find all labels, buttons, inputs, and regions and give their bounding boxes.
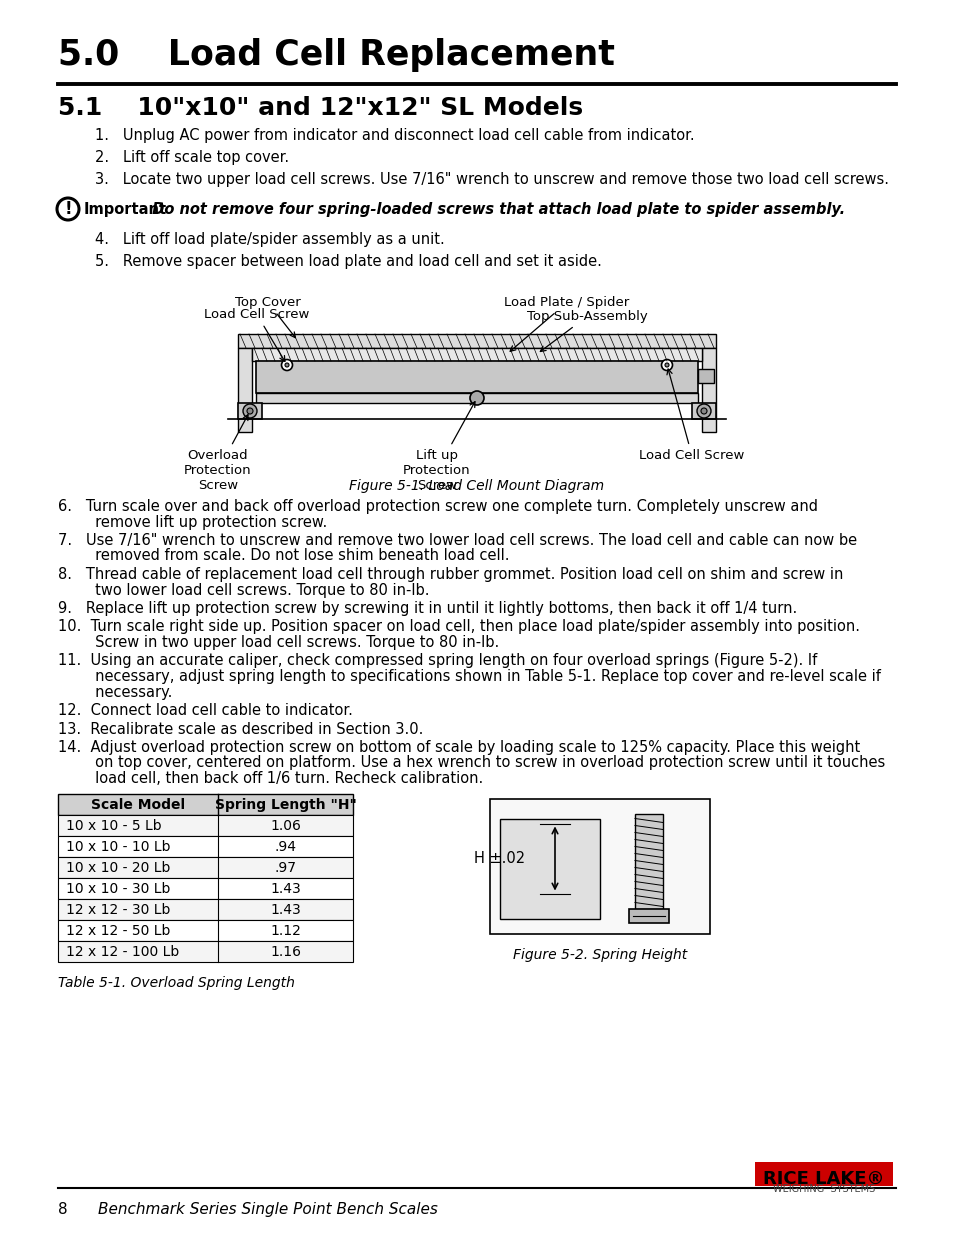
Text: Load Plate / Spider: Load Plate / Spider (504, 296, 629, 351)
Text: 1.16: 1.16 (270, 945, 301, 960)
Bar (701, 348, 716, 432)
Text: 1.   Unplug AC power from indicator and disconnect load cell cable from indicato: 1. Unplug AC power from indicator and di… (95, 128, 694, 143)
Text: Top Sub-Assembly: Top Sub-Assembly (526, 310, 647, 352)
Bar (58, 815, 353, 836)
Text: 14.  Adjust overload protection screw on bottom of scale by loading scale to 125: 14. Adjust overload protection screw on … (58, 740, 860, 755)
Circle shape (243, 404, 256, 417)
Bar (58, 794, 353, 815)
Text: !: ! (64, 200, 71, 219)
Text: .94: .94 (274, 840, 296, 853)
Text: 12 x 12 - 100 Lb: 12 x 12 - 100 Lb (66, 945, 179, 960)
Bar (58, 857, 353, 878)
Circle shape (664, 363, 668, 367)
Text: 8: 8 (58, 1202, 68, 1216)
Text: 1.43: 1.43 (270, 903, 300, 918)
Text: Screw in two upper load cell screws. Torque to 80 in-lb.: Screw in two upper load cell screws. Tor… (71, 635, 498, 650)
Bar (58, 899, 353, 920)
Bar (237, 403, 262, 419)
Bar (691, 403, 716, 419)
Text: RICE LAKE®: RICE LAKE® (762, 1170, 883, 1188)
Text: 8.   Thread cable of replacement load cell through rubber grommet. Position load: 8. Thread cable of replacement load cell… (58, 567, 842, 582)
Text: Figure 5-2. Spring Height: Figure 5-2. Spring Height (513, 947, 686, 962)
Text: H ±.02: H ±.02 (474, 851, 524, 866)
Bar (237, 333, 716, 348)
Text: 4.   Lift off load plate/spider assembly as a unit.: 4. Lift off load plate/spider assembly a… (95, 232, 444, 247)
Bar (255, 361, 698, 393)
Bar (237, 348, 252, 432)
Text: necessary.: necessary. (71, 684, 172, 699)
Text: load cell, then back off 1/6 turn. Recheck calibration.: load cell, then back off 1/6 turn. Reche… (71, 771, 483, 785)
Text: Overload
Protection
Screw: Overload Protection Screw (184, 415, 252, 492)
Text: 1.06: 1.06 (270, 819, 300, 832)
Circle shape (470, 391, 483, 405)
Text: Load Cell Screw: Load Cell Screw (639, 369, 744, 462)
Text: 11.  Using an accurate caliper, check compressed spring length on four overload : 11. Using an accurate caliper, check com… (58, 653, 817, 668)
Text: Load Cell Screw: Load Cell Screw (204, 308, 310, 362)
Circle shape (281, 359, 293, 370)
Bar (58, 941, 353, 962)
Text: 6.   Turn scale over and back off overload protection screw one complete turn. C: 6. Turn scale over and back off overload… (58, 499, 817, 514)
Text: 12 x 12 - 50 Lb: 12 x 12 - 50 Lb (66, 924, 171, 939)
Text: 2.   Lift off scale top cover.: 2. Lift off scale top cover. (95, 149, 289, 165)
Text: Important: Important (84, 203, 167, 217)
Text: 5.1    10"x10" and 12"x12" SL Models: 5.1 10"x10" and 12"x12" SL Models (58, 96, 582, 120)
Bar (635, 814, 662, 909)
Text: 7.   Use 7/16" wrench to unscrew and remove two lower load cell screws. The load: 7. Use 7/16" wrench to unscrew and remov… (58, 534, 856, 548)
Bar (698, 369, 713, 383)
Text: Lift up
Protection
Screw: Lift up Protection Screw (403, 401, 475, 492)
Text: remove lift up protection screw.: remove lift up protection screw. (71, 515, 327, 530)
Text: 10 x 10 - 5 Lb: 10 x 10 - 5 Lb (66, 819, 161, 832)
Circle shape (285, 363, 289, 367)
Text: Do not remove four spring-loaded screws that attach load plate to spider assembl: Do not remove four spring-loaded screws … (142, 203, 844, 217)
Bar (252, 348, 701, 361)
Text: 12 x 12 - 30 Lb: 12 x 12 - 30 Lb (66, 903, 171, 918)
Text: Scale Model: Scale Model (91, 798, 185, 811)
Text: on top cover, centered on platform. Use a hex wrench to screw in overload protec: on top cover, centered on platform. Use … (71, 756, 884, 771)
Bar (255, 393, 698, 403)
Text: removed from scale. Do not lose shim beneath load cell.: removed from scale. Do not lose shim ben… (71, 548, 509, 563)
Text: 10.  Turn scale right side up. Position spacer on load cell, then place load pla: 10. Turn scale right side up. Position s… (58, 620, 859, 635)
Bar (628, 909, 668, 923)
Text: 5.0    Load Cell Replacement: 5.0 Load Cell Replacement (58, 38, 615, 72)
Text: 10 x 10 - 20 Lb: 10 x 10 - 20 Lb (66, 861, 171, 876)
Text: .97: .97 (274, 861, 296, 876)
Circle shape (247, 408, 253, 414)
Text: two lower load cell screws. Torque to 80 in-lb.: two lower load cell screws. Torque to 80… (71, 583, 429, 598)
Bar (58, 920, 353, 941)
Text: 1.12: 1.12 (270, 924, 300, 939)
Circle shape (660, 359, 672, 370)
Text: 1.43: 1.43 (270, 882, 300, 897)
Text: 3.   Locate two upper load cell screws. Use 7/16" wrench to unscrew and remove t: 3. Locate two upper load cell screws. Us… (95, 172, 888, 186)
Text: necessary, adjust spring length to specifications shown in Table 5-1. Replace to: necessary, adjust spring length to speci… (71, 669, 880, 684)
Text: 12.  Connect load cell cable to indicator.: 12. Connect load cell cable to indicator… (58, 703, 353, 718)
Text: 13.  Recalibrate scale as described in Section 3.0.: 13. Recalibrate scale as described in Se… (58, 721, 423, 736)
Text: 10 x 10 - 30 Lb: 10 x 10 - 30 Lb (66, 882, 171, 897)
Circle shape (700, 408, 706, 414)
Text: Top Cover: Top Cover (234, 296, 300, 337)
Text: WEIGHING  SYSTEMS: WEIGHING SYSTEMS (772, 1184, 874, 1194)
Bar (58, 878, 353, 899)
Text: 5.   Remove spacer between load plate and load cell and set it aside.: 5. Remove spacer between load plate and … (95, 254, 601, 269)
Text: 9.   Replace lift up protection screw by screwing it in until it lightly bottoms: 9. Replace lift up protection screw by s… (58, 601, 797, 616)
Text: Table 5-1. Overload Spring Length: Table 5-1. Overload Spring Length (58, 976, 294, 989)
Bar (754, 1162, 892, 1186)
Text: Benchmark Series Single Point Bench Scales: Benchmark Series Single Point Bench Scal… (98, 1202, 437, 1216)
Bar (58, 836, 353, 857)
Text: Figure 5-1. Load Cell Mount Diagram: Figure 5-1. Load Cell Mount Diagram (349, 479, 604, 493)
Bar (490, 799, 709, 934)
Circle shape (697, 404, 710, 417)
Text: 10 x 10 - 10 Lb: 10 x 10 - 10 Lb (66, 840, 171, 853)
Text: Spring Length "H": Spring Length "H" (214, 798, 356, 811)
Bar (499, 819, 599, 919)
